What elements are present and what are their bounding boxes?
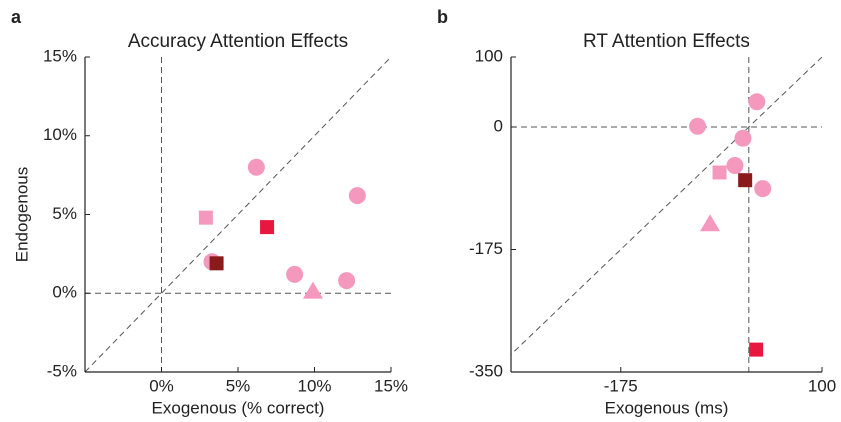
y-axis-title: Endogenous [12, 167, 31, 262]
x-tick-label: -175 [604, 376, 638, 395]
x-tick-label: 100 [808, 376, 836, 395]
point-triangle [700, 214, 721, 232]
point-triangle [302, 281, 323, 299]
y-tick-label: -175 [469, 239, 503, 258]
x-tick-label: 15% [374, 376, 408, 395]
point-circle [734, 129, 752, 147]
point-circle [689, 117, 707, 135]
x-tick-label: 10% [297, 376, 331, 395]
x-tick-label: 0% [149, 376, 174, 395]
point-circle [726, 157, 744, 174]
y-tick-label: 0 [494, 116, 503, 135]
y-tick-label: 10% [43, 125, 77, 144]
point-circle [748, 93, 766, 111]
identity-line [85, 57, 391, 372]
point-square [209, 256, 224, 271]
plot-area [85, 57, 391, 372]
panel-label: a [11, 7, 22, 27]
chart-title: Accuracy Attention Effects [128, 31, 348, 52]
y-tick-label: 100 [475, 46, 503, 65]
point-square [712, 165, 727, 180]
chart-title: RT Attention Effects [583, 31, 750, 52]
panel-label: b [437, 7, 448, 27]
y-tick-label: 5% [52, 204, 77, 223]
x-axis-title: Exogenous (ms) [605, 398, 729, 417]
y-tick-label: 0% [52, 283, 77, 302]
x-tick-label: 5% [226, 376, 251, 395]
point-circle [247, 158, 265, 176]
plot-area [511, 57, 822, 372]
point-circle [348, 187, 366, 205]
y-tick-label: -5% [47, 361, 77, 380]
y-tick-label: 15% [43, 46, 77, 65]
point-square [738, 173, 753, 188]
identity-line [511, 57, 822, 356]
point-square [198, 210, 213, 225]
point-circle [286, 265, 304, 283]
point-square [749, 342, 764, 357]
point-circle [338, 272, 356, 290]
point-circle [754, 180, 772, 198]
y-tick-label: -350 [469, 361, 503, 380]
point-square [260, 220, 275, 235]
x-axis-title: Exogenous (% correct) [152, 398, 325, 417]
